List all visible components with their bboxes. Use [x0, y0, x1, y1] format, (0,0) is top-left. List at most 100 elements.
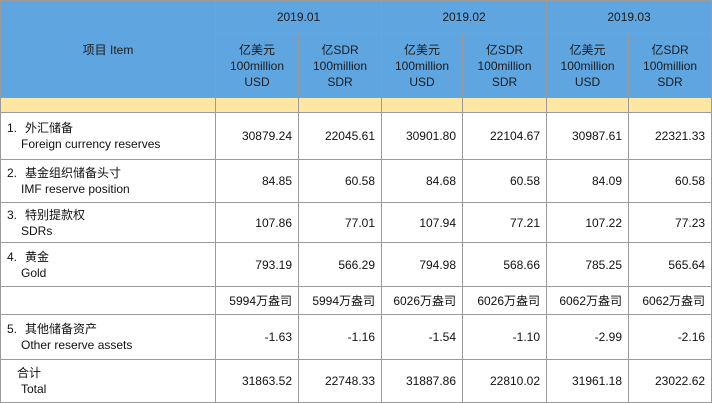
period-header: 2019.01: [214, 0, 383, 34]
unit-row: 亿美元 100million USD 亿SDR 100million SDR 亿美元 100m…: [1, 33, 712, 98]
value-cell: 568.66: [462, 242, 548, 287]
unit-line: USD: [574, 74, 601, 89]
row-number: 5.: [7, 322, 18, 336]
value-cell: 31961.18: [546, 359, 630, 403]
data-row: 5. 其他储备资产 Other reserve assets -1.63 -1.16 -1…: [0, 314, 712, 360]
row-label: 3. 特别提款权 SDRs: [0, 202, 216, 243]
unit-line: 亿SDR: [321, 42, 359, 57]
unit-line: 亿美元: [569, 42, 606, 57]
unit-line: 100million: [229, 58, 285, 73]
spacer-cell: [546, 97, 630, 113]
cn-label: 基金组织储备头寸: [25, 166, 122, 180]
value-cell: 107.94: [381, 202, 464, 243]
value-cell: 77.01: [297, 202, 383, 243]
period: 2019.01: [276, 10, 321, 24]
data-row: 5994万盎司 5994万盎司 6026万盎司 6026万盎司 6062万盎司 6062万…: [0, 286, 712, 315]
row-number: 3.: [7, 207, 18, 222]
en-label: Foreign currency reserves: [21, 137, 161, 151]
data-row: 1. 外汇储备 Foreign currency reserves 30879.24 2…: [0, 112, 712, 160]
unit-line: SDR: [657, 74, 683, 89]
value-cell: 30901.80: [381, 112, 464, 160]
value-cell: 785.25: [546, 242, 630, 287]
value-cell: 566.29: [297, 242, 383, 287]
unit-line: USD: [409, 74, 435, 89]
value-cell: 793.19: [215, 242, 299, 287]
data-row: 4. 黄金 Gold 793.19 566.29 794.98 568.66 785.25 56…: [0, 242, 712, 287]
value-cell: 565.64: [628, 242, 712, 287]
period: 2019.02: [442, 10, 486, 24]
value-cell: -1.16: [297, 314, 383, 360]
value-cell: 22321.33: [628, 112, 712, 160]
value-cell: 107.86: [215, 202, 299, 243]
unit-line: 100million: [477, 58, 532, 73]
cn-label: 其他储备资产: [25, 322, 98, 336]
en-label: IMF reserve position: [21, 182, 130, 196]
cn-label: 黄金: [25, 249, 50, 264]
value-cell: 30879.24: [215, 112, 299, 160]
label-cn: 5. 其他储备资产: [7, 321, 211, 337]
value-cell: 6026万盎司: [381, 286, 464, 315]
label-cn: 2. 基金组织储备头寸: [7, 165, 211, 181]
value-cell: -1.63: [215, 314, 299, 360]
unit-line: 100million: [643, 58, 698, 73]
unit-line: 100million: [395, 58, 450, 73]
value-cell: -2.16: [628, 314, 712, 360]
value-cell: 60.58: [462, 159, 548, 203]
unit-line: SDR: [491, 74, 518, 89]
header-row: 项目 Item 2019.01 2019.02 2019.03: [0, 0, 712, 98]
row-label: 4. 黄金 Gold: [0, 242, 216, 287]
value-cell: 6026万盎司: [462, 286, 548, 315]
unit-header: 亿SDR 100million SDR: [462, 33, 548, 98]
spacer-cell: [628, 97, 712, 113]
value-cell: 6062万盎司: [628, 286, 712, 315]
unit-line: 100million: [312, 58, 368, 73]
label-cn: 1. 外汇储备: [7, 120, 211, 136]
value-cell: 31863.52: [215, 359, 299, 403]
row-number: 2.: [7, 166, 18, 180]
unit-header: 亿SDR 100million SDR: [628, 33, 712, 98]
spacer-cell: [0, 97, 216, 113]
item-header: 项目 Item: [0, 0, 216, 98]
spacer-cell: [215, 97, 299, 113]
value-cell: 23022.62: [628, 359, 712, 403]
period-header: 2019.03: [546, 0, 712, 34]
value-cell: 60.58: [297, 159, 383, 203]
label-cn: 合计: [7, 365, 211, 381]
spacer-row: [0, 97, 712, 113]
row-number: 4.: [7, 249, 18, 264]
period-header: 2019.02: [381, 0, 548, 34]
en-label: Total: [21, 382, 47, 396]
value-cell: 84.85: [215, 159, 299, 203]
value-cell: -1.10: [462, 314, 548, 360]
value-cell: 60.58: [628, 159, 712, 203]
row-label: 合计 Total: [0, 359, 216, 403]
value-cell: 22045.61: [297, 112, 383, 160]
row-label: 2. 基金组织储备头寸 IMF reserve position: [0, 159, 216, 203]
data-row: 3. 特别提款权 SDRs 107.86 77.01 107.94 77.21 107.22 7…: [0, 202, 712, 243]
label-cn: 4. 黄金: [7, 249, 211, 265]
unit-line: 亿SDR: [651, 42, 689, 57]
value-cell: -1.54: [381, 314, 464, 360]
unit-header: 亿美元 100million USD: [381, 33, 464, 98]
row-label: 1. 外汇储备 Foreign currency reserves: [0, 112, 216, 160]
row-number: 1.: [7, 121, 18, 135]
unit-line: SDR: [327, 74, 353, 89]
label-cn: 3. 特别提款权: [7, 207, 211, 223]
value-cell: 107.22: [546, 202, 630, 243]
en-label: SDRs: [21, 223, 53, 238]
spacer-cell: [381, 97, 464, 113]
value-cell: 77.21: [462, 202, 548, 243]
cn-label: 合计: [17, 366, 42, 380]
value-cell: 22810.02: [462, 359, 548, 403]
unit-header: 亿美元 100million USD: [215, 33, 299, 98]
value-cell: 5994万盎司: [297, 286, 383, 315]
unit-header: 亿美元 100million USD: [546, 33, 630, 98]
spacer-cell: [462, 97, 548, 113]
value-cell: 22104.67: [462, 112, 548, 160]
value-cell: 84.68: [381, 159, 464, 203]
unit-line: 100million: [560, 58, 615, 73]
item-title: 项目 Item: [82, 42, 134, 57]
data-row: 2. 基金组织储备头寸 IMF reserve position 84.85 60.58…: [0, 159, 712, 203]
